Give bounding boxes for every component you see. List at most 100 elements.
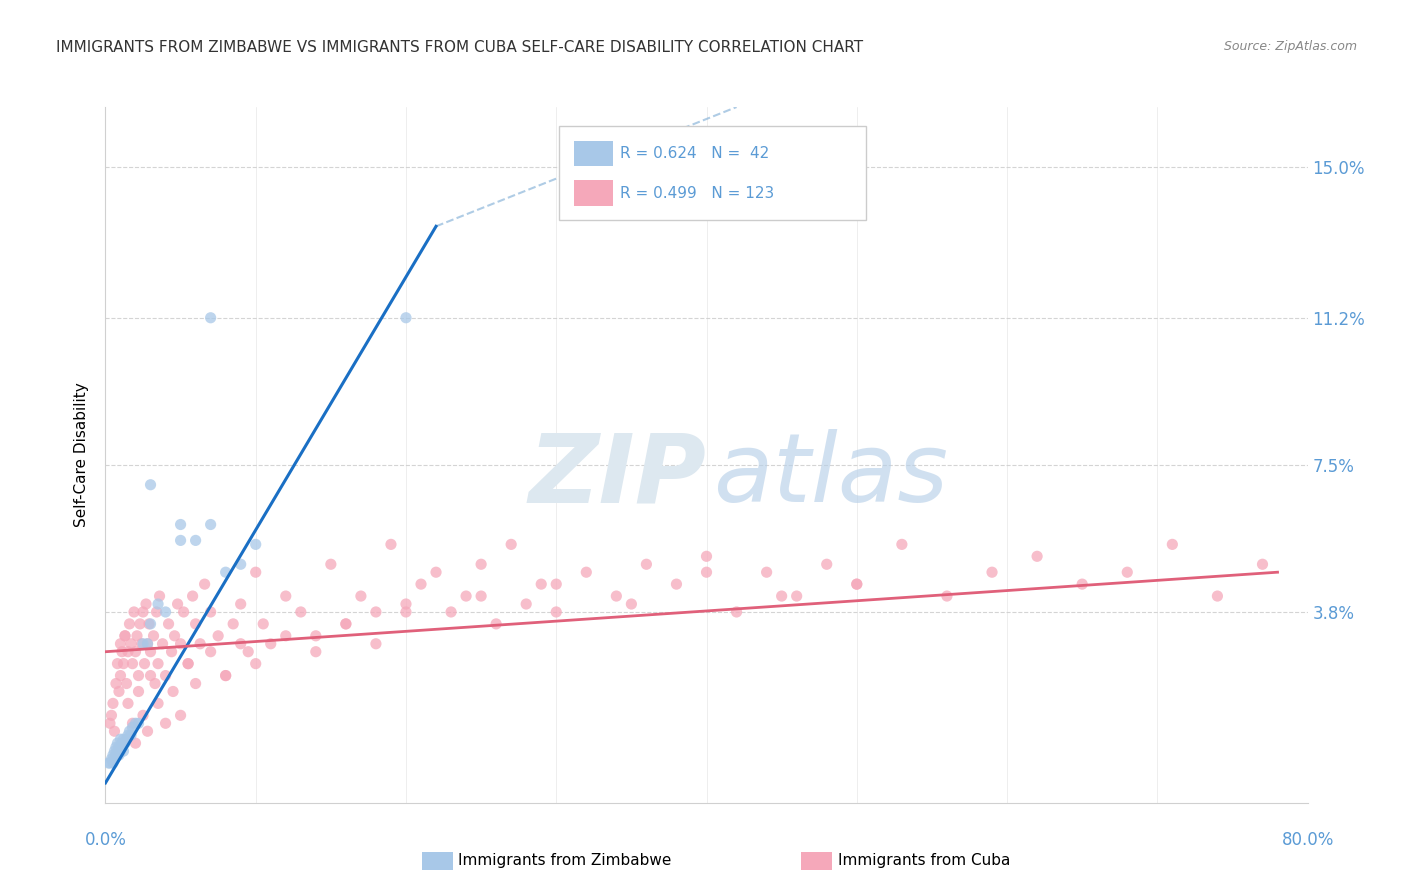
Point — [103, 752, 125, 766]
Point — [546, 577, 568, 591]
Point — [101, 756, 124, 770]
Point — [139, 668, 162, 682]
Point — [107, 744, 129, 758]
Point — [173, 605, 195, 619]
Point — [696, 549, 718, 564]
Text: Source: ZipAtlas.com: Source: ZipAtlas.com — [1223, 40, 1357, 54]
Point — [152, 637, 174, 651]
Point — [290, 605, 312, 619]
Point — [335, 616, 357, 631]
Point — [136, 637, 159, 651]
Point — [665, 577, 688, 591]
Point — [108, 684, 131, 698]
Point — [409, 577, 432, 591]
Point — [129, 616, 152, 631]
Point — [425, 565, 447, 579]
Point — [104, 740, 127, 755]
Point — [755, 565, 778, 579]
Point — [501, 537, 523, 551]
Point — [515, 597, 537, 611]
Point — [157, 616, 180, 631]
Point — [100, 752, 122, 766]
Point — [101, 748, 124, 763]
Point — [395, 605, 418, 619]
Point — [194, 577, 217, 591]
Point — [770, 589, 793, 603]
Point — [114, 736, 136, 750]
Point — [305, 645, 328, 659]
Point — [188, 637, 211, 651]
Point — [115, 732, 138, 747]
Point — [1206, 589, 1229, 603]
Point — [222, 616, 245, 631]
Point — [454, 589, 477, 603]
Point — [155, 716, 177, 731]
Point — [274, 589, 297, 603]
Point — [111, 645, 134, 659]
Point — [1116, 565, 1139, 579]
Point — [112, 732, 135, 747]
Point — [103, 724, 125, 739]
Point — [128, 716, 150, 731]
Point — [143, 676, 166, 690]
Point — [546, 605, 568, 619]
Point — [115, 676, 138, 690]
Point — [530, 577, 553, 591]
Point — [110, 732, 132, 747]
Point — [981, 565, 1004, 579]
Point — [111, 736, 134, 750]
Text: IMMIGRANTS FROM ZIMBABWE VS IMMIGRANTS FROM CUBA SELF-CARE DISABILITY CORRELATIO: IMMIGRANTS FROM ZIMBABWE VS IMMIGRANTS F… — [56, 40, 863, 55]
Point — [155, 605, 177, 619]
Point — [101, 697, 124, 711]
Point — [120, 637, 142, 651]
Point — [139, 645, 162, 659]
Point — [696, 565, 718, 579]
Point — [229, 558, 252, 572]
Point — [936, 589, 959, 603]
Point — [108, 748, 131, 763]
Point — [184, 616, 207, 631]
Point — [146, 597, 169, 611]
Point — [184, 533, 207, 548]
Point — [118, 724, 141, 739]
Point — [146, 697, 169, 711]
Point — [107, 736, 129, 750]
Point — [319, 558, 342, 572]
Point — [207, 629, 229, 643]
Point — [120, 728, 142, 742]
Point — [128, 668, 150, 682]
Point — [121, 720, 143, 734]
Point — [146, 657, 169, 671]
Point — [103, 744, 125, 758]
Text: Immigrants from Zimbabwe: Immigrants from Zimbabwe — [458, 854, 672, 868]
Point — [142, 629, 165, 643]
Point — [139, 616, 162, 631]
Point — [121, 716, 143, 731]
Point — [131, 637, 153, 651]
Point — [110, 637, 132, 651]
Point — [181, 589, 204, 603]
Point — [139, 477, 162, 491]
Point — [169, 517, 191, 532]
Point — [169, 533, 191, 548]
Point — [335, 616, 357, 631]
Point — [440, 605, 463, 619]
Point — [245, 537, 267, 551]
Point — [121, 657, 143, 671]
Point — [214, 565, 236, 579]
Text: 0.0%: 0.0% — [84, 830, 127, 848]
Point — [111, 740, 134, 755]
Point — [605, 589, 627, 603]
Point — [124, 736, 146, 750]
Point — [1071, 577, 1094, 591]
Point — [134, 657, 156, 671]
Point — [122, 605, 145, 619]
Point — [118, 616, 141, 631]
Point — [177, 657, 200, 671]
Text: ZIP: ZIP — [529, 429, 707, 523]
Point — [110, 744, 132, 758]
Point — [364, 605, 387, 619]
Point — [229, 597, 252, 611]
Point — [117, 728, 139, 742]
Point — [470, 589, 492, 603]
